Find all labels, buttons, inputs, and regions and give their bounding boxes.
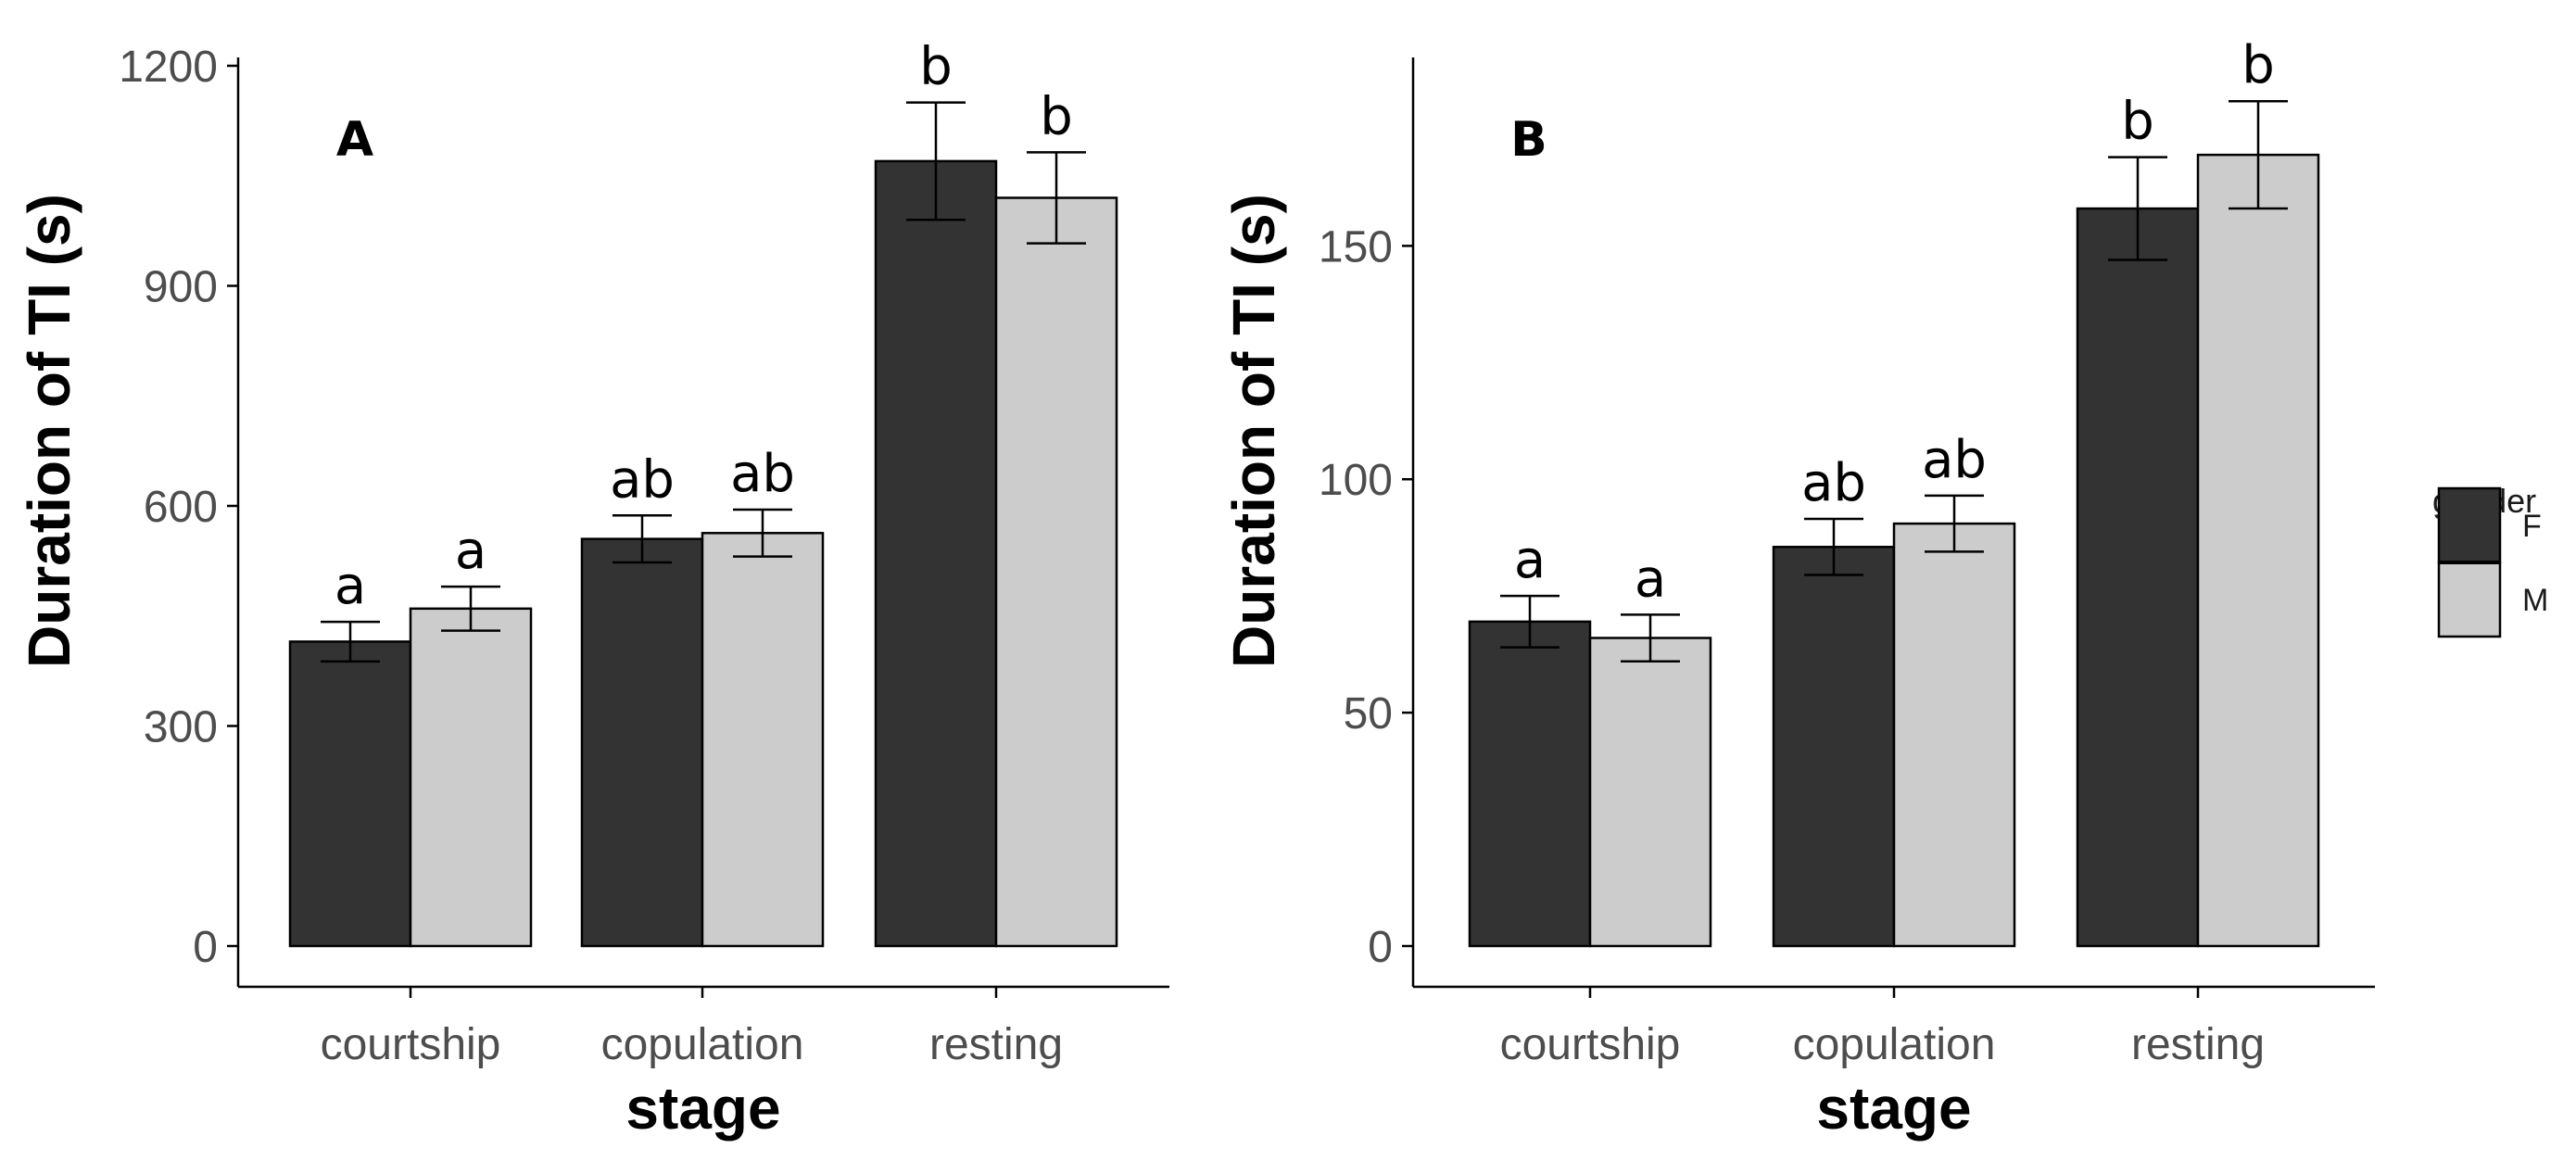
panel-label: A [336, 112, 373, 168]
bar-M-courtship [1588, 637, 1712, 948]
x-tick-label: copulation [601, 1020, 804, 1069]
significance-label: a [1635, 549, 1666, 609]
legend-key-M [2437, 561, 2502, 638]
y-tick-label: 600 [144, 483, 218, 532]
x-axis-title: stage [625, 1075, 780, 1142]
significance-label: b [919, 37, 953, 97]
bar-M-copulation [701, 532, 825, 948]
significance-label: b [2241, 35, 2275, 95]
legend-label-M: M [2522, 583, 2548, 618]
significance-label: b [1040, 86, 1073, 146]
legend-label-F: F [2522, 509, 2542, 544]
y-tick-label: 0 [193, 923, 218, 972]
significance-label: a [455, 521, 486, 581]
x-tick-label: courtship [1500, 1020, 1681, 1069]
y-tick-label: 100 [1319, 456, 1393, 505]
significance-label: ab [1922, 430, 1987, 490]
significance-label: ab [730, 444, 795, 504]
bar-F-courtship [288, 640, 412, 948]
y-tick-label: 1200 [119, 43, 218, 92]
y-tick-label: 50 [1344, 689, 1393, 738]
x-axis-title: stage [1816, 1075, 1971, 1142]
bar-M-copulation [1892, 522, 2016, 948]
y-axis-title: Duration of TI (s) [16, 194, 82, 668]
x-tick-label: copulation [1793, 1020, 1996, 1069]
y-tick-label: 900 [144, 262, 218, 311]
x-tick-label: resting [929, 1020, 1063, 1069]
bar-F-resting [874, 159, 998, 948]
y-tick-label: 300 [144, 702, 218, 751]
panel-a: 0 300 600 900 1200 courtship copulation resting… [16, 37, 1169, 1142]
significance-label: a [335, 556, 366, 616]
y-tick-label: 150 [1319, 222, 1393, 271]
x-tick-label: resting [2131, 1020, 2265, 1069]
bar-F-copulation [1772, 546, 1896, 948]
x-tick-label: courtship [321, 1020, 501, 1069]
legend-key-F [2437, 486, 2502, 564]
significance-label: ab [610, 449, 675, 510]
legend: genderFM [2432, 482, 2548, 638]
bar-F-copulation [580, 537, 704, 948]
panel-label: B [1510, 112, 1547, 168]
y-axis-title: Duration of TI (s) [1220, 194, 1287, 668]
significance-label: ab [1801, 453, 1866, 513]
significance-label: a [1514, 530, 1546, 590]
y-tick-label: 0 [1368, 923, 1393, 972]
bar-M-resting [2196, 153, 2320, 948]
bar-F-courtship [1468, 620, 1592, 948]
bar-F-resting [2076, 207, 2200, 948]
bar-M-resting [994, 196, 1118, 948]
bar-M-courtship [409, 607, 533, 948]
significance-label: b [2121, 92, 2154, 152]
